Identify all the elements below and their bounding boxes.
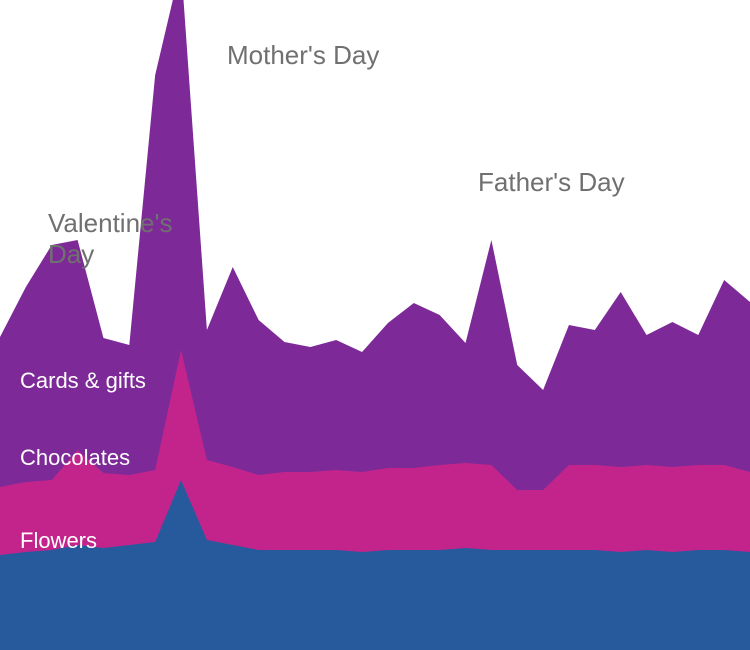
series-label-flowers: Flowers (20, 528, 97, 554)
annotation-valentines: Valentine's Day (48, 208, 172, 270)
series-label-cards-gifts: Cards & gifts (20, 368, 146, 394)
series-label-chocolates: Chocolates (20, 445, 130, 471)
annotation-mothers: Mother's Day (227, 40, 379, 71)
annotation-fathers: Father's Day (478, 167, 625, 198)
chart-areas (0, 0, 750, 650)
holiday-spending-chart: Valentine's Day Mother's Day Father's Da… (0, 0, 750, 650)
